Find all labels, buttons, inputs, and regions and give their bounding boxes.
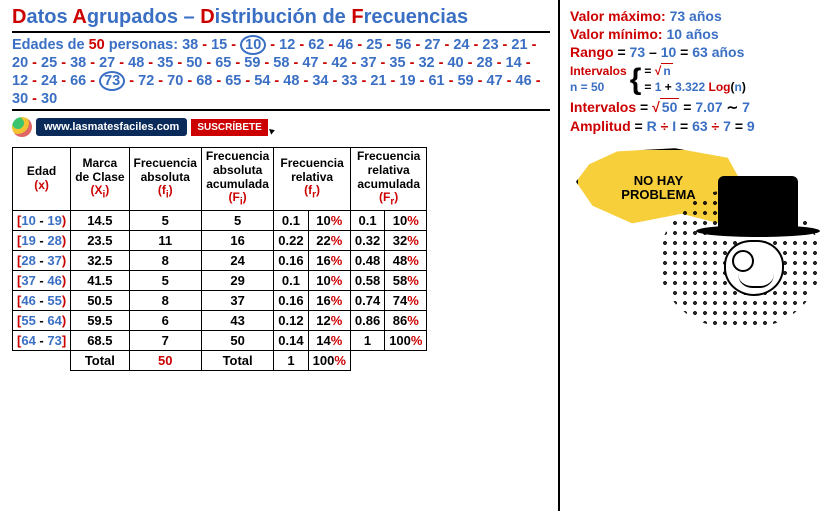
table-header: Edad(x) xyxy=(13,148,71,211)
calculations-panel: Valor máximo: 73 años Valor mínimo: 10 a… xyxy=(560,0,840,511)
site-url[interactable]: www.lasmatesfaciles.com xyxy=(36,118,187,136)
table-row: [55 - 64) 59.5643 0.1212% 0.8686% xyxy=(13,311,427,331)
table-row: [64 - 73] 68.5750 0.1414% 1100% xyxy=(13,331,427,351)
page-title: Datos Agrupados – Distribución de Frecue… xyxy=(12,6,550,33)
table-row: [37 - 46) 41.5529 0.110% 0.5858% xyxy=(13,271,427,291)
table-row: [19 - 28) 23.51116 0.2222% 0.3232% xyxy=(13,231,427,251)
cursor-icon xyxy=(269,127,276,134)
table-header: Frecuenciaabsolutaacumulada(Fi) xyxy=(201,148,273,211)
table-header: Frecuenciarelativaacumulada(Fr) xyxy=(350,148,427,211)
table-header: Frecuenciarelativa(fr) xyxy=(274,148,351,211)
site-banner: www.lasmatesfaciles.com SUSCRÍBETE xyxy=(12,117,550,137)
table-header: Marcade Clase(Xi) xyxy=(71,148,129,211)
table-total-row: Total 50 Total 1100% xyxy=(13,351,427,371)
table-row: [10 - 19) 14.555 0.110% 0.110% xyxy=(13,211,427,231)
table-row: [28 - 37) 32.5824 0.1616% 0.4848% xyxy=(13,251,427,271)
data-values: Edades de 50 personas: 38 - 15 - 10 - 12… xyxy=(12,35,550,107)
table-header: Frecuenciaabsoluta(fi) xyxy=(129,148,201,211)
logo-icon xyxy=(12,117,32,137)
table-row: [46 - 55) 50.5837 0.1616% 0.7474% xyxy=(13,291,427,311)
frequency-table: Edad(x)Marcade Clase(Xi)Frecuenciaabsolu… xyxy=(12,147,427,371)
subscribe-button[interactable]: SUSCRÍBETE xyxy=(191,119,267,136)
meme-graphic: NO HAYPROBLEMA xyxy=(570,148,830,338)
